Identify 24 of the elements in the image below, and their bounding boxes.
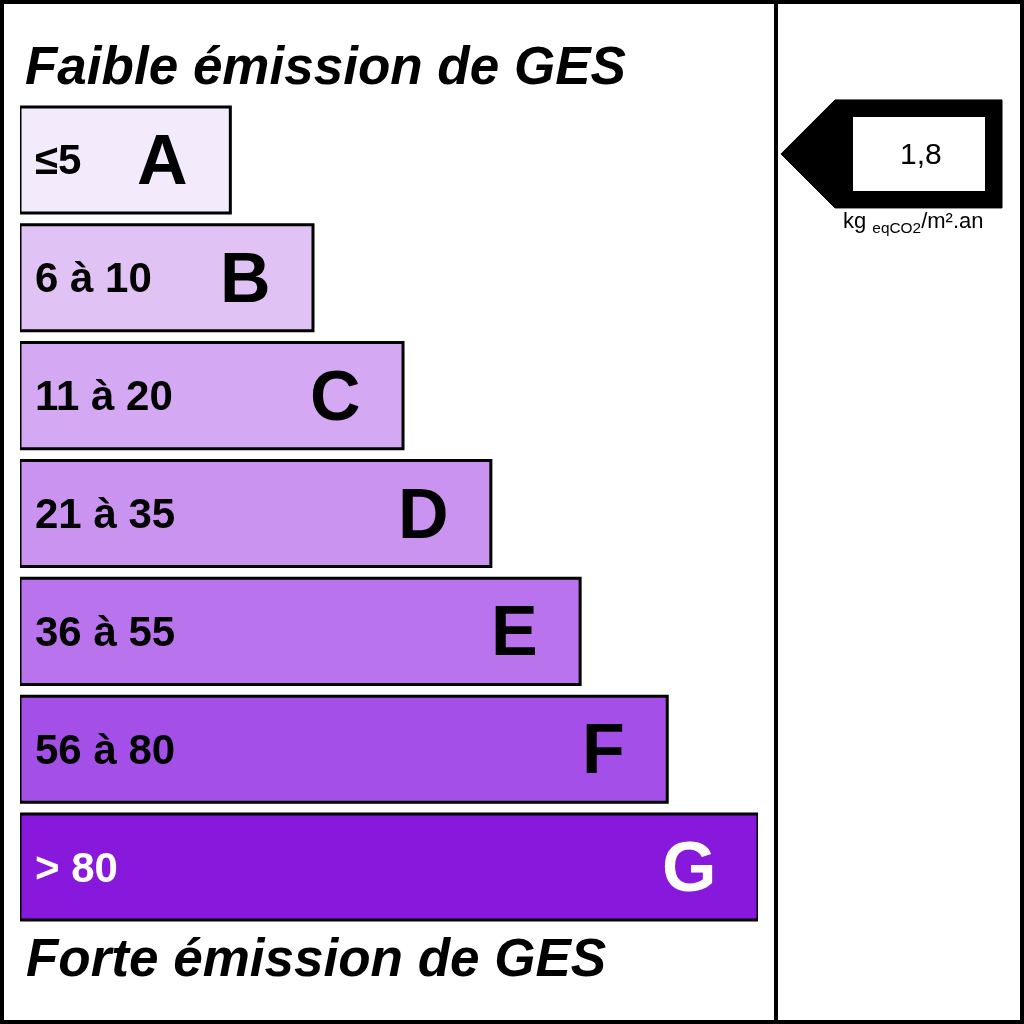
y-tick-label: B [220, 239, 271, 317]
y-tick-label: G [662, 828, 717, 906]
text: 1,8 [900, 137, 942, 170]
annotation: 36 à 55 [35, 608, 176, 655]
text: Forte émission de GES [26, 928, 607, 987]
text: kg $_{eqCO2}$/m².an [843, 208, 984, 236]
bar [20, 341, 405, 451]
y-tick-label: F [582, 710, 625, 788]
bar [20, 812, 758, 922]
bar [20, 458, 493, 569]
bar [20, 105, 232, 215]
y-tick-label: D [398, 475, 449, 553]
annotation: 21 à 35 [35, 490, 176, 537]
annotation: > 80 [35, 844, 118, 891]
y-tick-label: A [137, 121, 188, 199]
y-tick-label: E [491, 592, 538, 670]
annotation: 11 à 20 [35, 372, 173, 419]
bar [20, 223, 315, 333]
y-tick-label: C [310, 357, 361, 435]
chart-title: Faible émission de GES [25, 35, 626, 95]
annotation: 6 à 10 [35, 254, 152, 301]
bar [20, 576, 582, 686]
bar [20, 694, 669, 804]
annotation: 56 à 80 [35, 726, 176, 773]
